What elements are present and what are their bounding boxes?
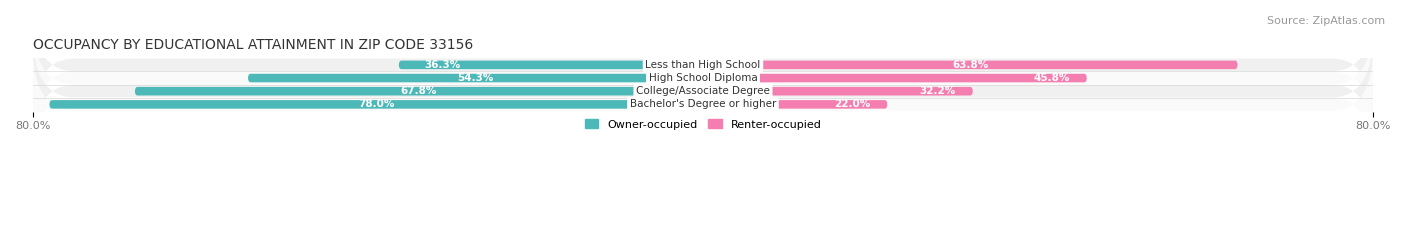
Text: OCCUPANCY BY EDUCATIONAL ATTAINMENT IN ZIP CODE 33156: OCCUPANCY BY EDUCATIONAL ATTAINMENT IN Z…	[32, 38, 472, 52]
Text: 32.2%: 32.2%	[920, 86, 956, 96]
FancyBboxPatch shape	[247, 74, 703, 82]
FancyBboxPatch shape	[703, 87, 973, 96]
Text: Source: ZipAtlas.com: Source: ZipAtlas.com	[1267, 16, 1385, 26]
FancyBboxPatch shape	[703, 74, 1087, 82]
Text: Bachelor's Degree or higher: Bachelor's Degree or higher	[630, 99, 776, 109]
FancyBboxPatch shape	[32, 5, 1374, 124]
Text: 36.3%: 36.3%	[425, 60, 460, 70]
Text: High School Diploma: High School Diploma	[648, 73, 758, 83]
Legend: Owner-occupied, Renter-occupied: Owner-occupied, Renter-occupied	[581, 115, 825, 134]
Text: College/Associate Degree: College/Associate Degree	[636, 86, 770, 96]
FancyBboxPatch shape	[32, 19, 1374, 137]
FancyBboxPatch shape	[703, 100, 887, 109]
FancyBboxPatch shape	[703, 61, 1237, 69]
FancyBboxPatch shape	[49, 100, 703, 109]
Text: 45.8%: 45.8%	[1033, 73, 1070, 83]
Text: 63.8%: 63.8%	[952, 60, 988, 70]
FancyBboxPatch shape	[399, 61, 703, 69]
FancyBboxPatch shape	[135, 87, 703, 96]
FancyBboxPatch shape	[32, 45, 1374, 164]
Text: 78.0%: 78.0%	[359, 99, 395, 109]
FancyBboxPatch shape	[32, 32, 1374, 151]
Text: 67.8%: 67.8%	[401, 86, 437, 96]
Text: 54.3%: 54.3%	[457, 73, 494, 83]
Text: 22.0%: 22.0%	[834, 99, 870, 109]
Text: Less than High School: Less than High School	[645, 60, 761, 70]
